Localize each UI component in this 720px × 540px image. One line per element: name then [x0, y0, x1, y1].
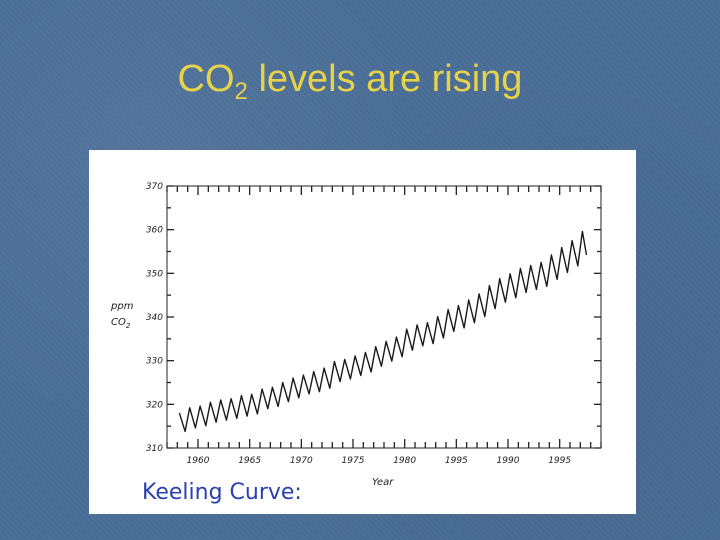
- x-tick-label: 1990: [497, 456, 520, 466]
- y-tick-label: 350: [146, 269, 163, 279]
- y-axis-label-prefix: CO: [111, 317, 126, 328]
- y-tick-label: 330: [146, 357, 163, 367]
- chart-panel: 310 320 330 340 350 360 370 1960 1965 1970 1975 198…: [89, 150, 636, 514]
- keeling-curve-chart: 310 320 330 340 350 360 370 1960 1965 1970 1975 198…: [110, 182, 602, 488]
- y-tick-label: 370: [146, 182, 163, 192]
- y-axis-label-line2: CO2: [111, 317, 131, 330]
- title-prefix: CO: [177, 58, 235, 100]
- co2-series-line: [178, 230, 588, 433]
- y-tick-label: 340: [146, 313, 163, 323]
- title-subscript: 2: [234, 78, 248, 105]
- caption: Keeling Curve:: [142, 480, 302, 505]
- y-tick-label: 320: [146, 400, 163, 410]
- title-suffix: levels are rising: [247, 58, 523, 100]
- x-tick-label: 1995: [445, 456, 468, 466]
- x-tick-label: 1975: [342, 456, 365, 466]
- tick-labels: 310 320 330 340 350 360 370 1960 1965 1970 1975 198…: [146, 182, 572, 466]
- y-axis-label-line1: ppm: [110, 301, 134, 312]
- plot-frame: [166, 185, 602, 449]
- y-tick-label: 310: [146, 444, 163, 454]
- x-tick-label: 1970: [290, 456, 313, 466]
- x-tick-label: 1995: [548, 456, 571, 466]
- y-axis-label-subscript: 2: [126, 322, 131, 330]
- x-axis-label: Year: [372, 477, 394, 488]
- x-tick-label: 1960: [187, 456, 210, 466]
- slide-title: CO2 levels are rising: [0, 58, 700, 106]
- plot-border: [166, 185, 602, 449]
- axis-ticks: [166, 185, 602, 449]
- y-tick-label: 360: [146, 226, 163, 236]
- x-tick-label: 1980: [393, 456, 416, 466]
- x-tick-label: 1965: [238, 456, 261, 466]
